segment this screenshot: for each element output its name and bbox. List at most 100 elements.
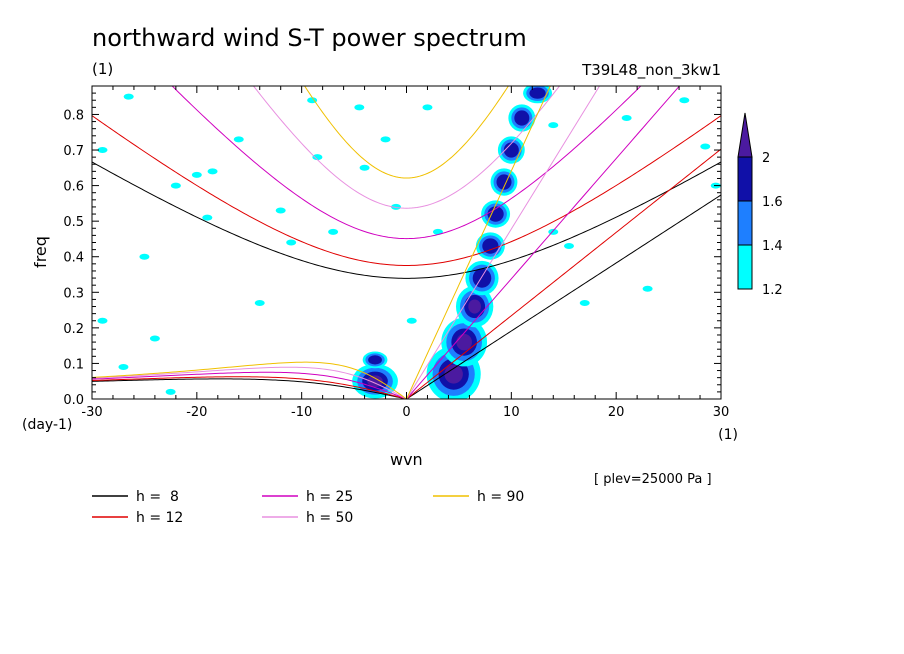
- chart-subtitle-right: T39L48_non_3kw1: [581, 61, 721, 80]
- chart-title: northward wind S-T power spectrum: [92, 24, 527, 52]
- spectral-speckle: [149, 335, 160, 342]
- spectral-speckle: [202, 214, 213, 221]
- spectral-speckle: [275, 207, 286, 214]
- spectral-speckle: [254, 299, 265, 306]
- kelvin-curve: [406, 148, 721, 399]
- colorbar: 2 1.6 1.4 1.2: [737, 112, 783, 298]
- dispersion-curves: [92, 86, 721, 399]
- rossby-curve: [92, 366, 407, 399]
- gravity-curve: [92, 161, 721, 279]
- spectral-speckle: [123, 93, 134, 100]
- gravity-curve: [171, 86, 642, 240]
- y-tick-label: 0.6: [63, 180, 84, 195]
- colorbar-label: 1.2: [762, 283, 783, 298]
- spectral-speckle: [679, 97, 690, 104]
- y-tick-label: 0.7: [63, 144, 84, 159]
- y-axis-label: freq: [31, 236, 50, 268]
- rossby-curve: [92, 378, 407, 399]
- y-tick-label: 0.5: [63, 215, 84, 230]
- x-tick-label: -10: [291, 405, 312, 420]
- spectral-speckle: [380, 136, 391, 143]
- spectral-blob: [503, 142, 519, 158]
- legend-label: h = 25: [306, 489, 353, 505]
- legend-label: h = 8: [136, 489, 179, 505]
- spectral-speckle: [642, 285, 653, 292]
- spectral-speckle: [354, 104, 365, 111]
- colorbar-label: 1.4: [762, 239, 783, 254]
- spectral-speckle: [548, 228, 559, 235]
- colorbar-label: 2: [762, 151, 770, 166]
- colorbar-extend-arrow: [737, 112, 753, 158]
- colorbar-segment: [737, 200, 753, 246]
- spectral-speckle: [207, 168, 218, 175]
- spectral-speckle: [391, 203, 402, 210]
- kelvin-curve: [406, 86, 681, 399]
- legend-label: h = 50: [306, 510, 353, 526]
- x-tick-label: 20: [608, 405, 625, 420]
- plot-frame: [91, 85, 722, 400]
- spectral-speckle: [563, 243, 574, 250]
- spectral-blob: [367, 375, 383, 388]
- legend: h = 8 h = 12 h = 25 h = 50 h = 90: [92, 489, 524, 526]
- y-tick-label: 0.2: [63, 322, 84, 337]
- x-tick-label: -30: [81, 405, 102, 420]
- x-tick-label: 0: [402, 405, 410, 420]
- y-tick-label: 0.1: [63, 357, 84, 372]
- spectral-speckle: [139, 253, 150, 260]
- x-tick-label: 10: [503, 405, 520, 420]
- y-tick-label: 0.0: [63, 393, 84, 408]
- colorbar-label: 1.6: [762, 195, 783, 210]
- spectral-speckle: [191, 171, 202, 178]
- x-axis: -30 -20 -10 0 10 20 30: [81, 86, 729, 420]
- spectral-blob: [456, 333, 472, 351]
- y-tick-label: 0.4: [63, 251, 84, 266]
- spectral-speckle: [286, 239, 297, 246]
- spectral-speckle: [579, 299, 590, 306]
- spectral-speckle: [233, 136, 244, 143]
- spectral-blob: [468, 299, 481, 314]
- spectral-blob: [472, 268, 492, 288]
- chart-subtitle-left: (1): [92, 60, 113, 78]
- x-tick-label: 30: [713, 405, 730, 420]
- x-axis-label: wvn: [390, 450, 423, 469]
- spectral-speckle: [97, 147, 108, 154]
- spectral-power-field: [97, 86, 721, 399]
- kelvin-curve: [406, 86, 551, 399]
- gravity-curve: [252, 86, 561, 209]
- spectral-speckle: [422, 104, 433, 111]
- legend-label: h = 12: [136, 510, 183, 526]
- y-axis-unit: (day-1): [22, 417, 72, 433]
- spectral-speckle: [406, 317, 417, 324]
- gravity-curve: [304, 86, 509, 179]
- plev-annotation: [ plev=25000 Pa ]: [594, 472, 712, 487]
- spectral-speckle: [97, 317, 108, 324]
- rossby-curve: [92, 361, 407, 399]
- spectral-blob: [514, 110, 530, 126]
- spectral-speckle: [432, 228, 443, 235]
- gravity-curve: [92, 115, 721, 266]
- colorbar-segment: [737, 244, 753, 290]
- spectral-blob: [444, 364, 463, 384]
- spectral-speckle: [621, 115, 632, 122]
- spectral-speckle: [359, 164, 370, 171]
- x-axis-unit: (1): [718, 427, 738, 443]
- spectral-speckle: [118, 363, 129, 370]
- spectral-speckle: [165, 388, 176, 395]
- x-tick-label: -20: [186, 405, 207, 420]
- colorbar-segment: [737, 156, 753, 202]
- legend-label: h = 90: [477, 489, 524, 505]
- spectral-speckle: [700, 143, 711, 150]
- spectral-speckle: [170, 182, 181, 189]
- spectral-blob: [529, 87, 546, 99]
- spectral-speckle: [312, 154, 323, 161]
- spectral-speckle: [548, 122, 559, 129]
- kelvin-curve: [406, 86, 601, 399]
- y-axis: 0.0 0.1 0.2 0.3 0.4 0.5 0.6 0.7 0.8: [63, 85, 721, 408]
- spectral-blob: [482, 238, 499, 254]
- spectral-blob: [368, 355, 382, 365]
- kelvin-curve: [406, 194, 721, 399]
- spectral-blob: [487, 206, 504, 222]
- rossby-curve: [92, 376, 407, 399]
